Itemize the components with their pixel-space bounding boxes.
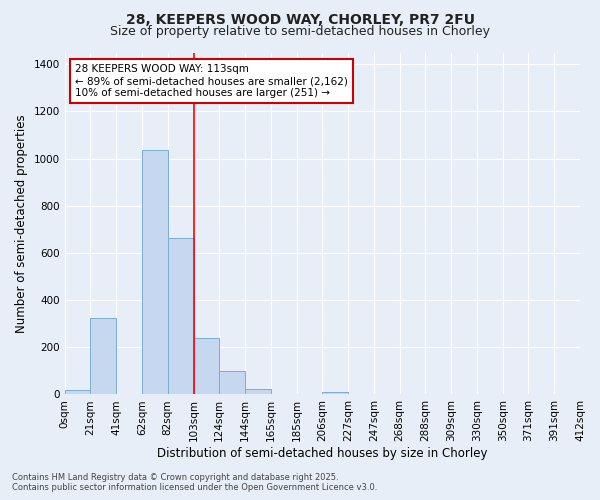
Bar [91,318,116,394]
Text: Size of property relative to semi-detached houses in Chorley: Size of property relative to semi-detach… [110,25,490,38]
Text: 28, KEEPERS WOOD WAY, CHORLEY, PR7 2FU: 28, KEEPERS WOOD WAY, CHORLEY, PR7 2FU [125,12,475,26]
Bar [142,150,168,394]
Text: Contains HM Land Registry data © Crown copyright and database right 2025.
Contai: Contains HM Land Registry data © Crown c… [12,473,377,492]
Bar [219,371,245,394]
Bar [65,390,91,394]
Bar [322,392,348,394]
Bar [168,238,193,394]
X-axis label: Distribution of semi-detached houses by size in Chorley: Distribution of semi-detached houses by … [157,447,488,460]
Bar [245,388,271,394]
Text: 28 KEEPERS WOOD WAY: 113sqm
← 89% of semi-detached houses are smaller (2,162)
10: 28 KEEPERS WOOD WAY: 113sqm ← 89% of sem… [75,64,348,98]
Y-axis label: Number of semi-detached properties: Number of semi-detached properties [15,114,28,333]
Bar [193,338,219,394]
